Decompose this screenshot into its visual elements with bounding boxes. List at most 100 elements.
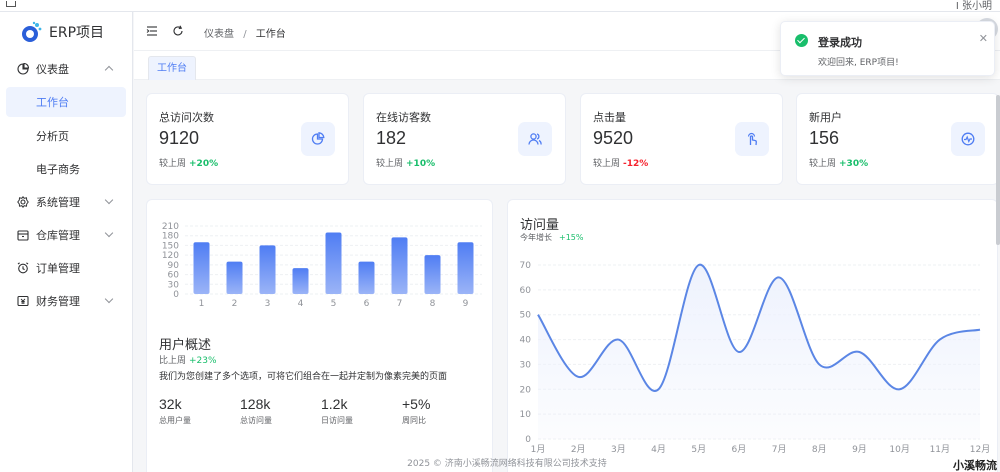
stat-title: 新用户 [809, 111, 842, 124]
sidebar-item-orders[interactable]: 订单管理 [0, 251, 132, 284]
y-tick-label: 150 [162, 241, 179, 251]
compare-label: 较上周 [376, 159, 404, 169]
notification-message: 欢迎回来, ERP项目! [818, 58, 899, 68]
metric-value: 1.2k [321, 396, 348, 412]
notification-title: 登录成功 [818, 36, 862, 49]
x-tick-label: 1 [199, 299, 205, 309]
visits-growth: 今年增长 +15% [520, 232, 583, 243]
stat-card-new-users: 新用户 156 较上周 +30% [796, 93, 999, 185]
stat-card-clicks: 点击量 9520 较上周 -12% [580, 93, 783, 185]
gear-icon [17, 195, 29, 208]
stat-value: 156 [809, 128, 840, 148]
sidebar-subitem-ecommerce[interactable]: 电子商务 [36, 162, 80, 176]
success-check-icon [795, 34, 808, 47]
metric-value: 32k [159, 396, 182, 412]
y-tick-label: 90 [168, 261, 180, 271]
chevron-down-icon [104, 294, 114, 304]
y-tick-label: 30 [520, 360, 532, 370]
x-tick-label: 8 [430, 299, 436, 309]
sidebar-item-label: 仓库管理 [36, 228, 80, 242]
x-tick-label: 3月 [611, 444, 626, 455]
stat-compare: 较上周 -12% [593, 156, 648, 169]
y-tick-label: 10 [520, 410, 532, 420]
x-tick-label: 1月 [531, 444, 546, 455]
chevron-down-icon [104, 228, 114, 238]
activity-icon [951, 122, 985, 156]
compare-label: 较上周 [159, 159, 187, 169]
x-tick-label: 9 [463, 299, 469, 309]
user-name-text[interactable]: Ⅰ 张小明 [955, 1, 992, 12]
app-name: ERP项目 [49, 25, 105, 41]
y-tick-label: 0 [525, 435, 531, 445]
x-tick-label: 6月 [732, 444, 747, 455]
x-tick-label: 5月 [691, 444, 706, 455]
grid-icon[interactable] [6, 1, 16, 7]
sidebar-subitem-workbench[interactable]: 工作台 [6, 87, 126, 117]
refresh-icon[interactable] [172, 25, 184, 37]
chevron-up-icon [104, 65, 114, 75]
close-icon[interactable]: ✕ [978, 32, 988, 45]
sidebar-item-dashboard[interactable]: 仪表盘 [0, 52, 132, 85]
x-tick-label: 5 [331, 299, 337, 309]
overview-compare: 比上周 +23% [159, 353, 217, 366]
tab-workbench[interactable]: 工作台 [148, 56, 196, 80]
y-tick-label: 120 [162, 251, 179, 261]
bar [292, 268, 309, 294]
stat-value: 9120 [159, 128, 200, 148]
metric-label: 总用户量 [159, 416, 191, 425]
scrollbar[interactable] [996, 95, 1000, 245]
change-value: +20% [189, 159, 219, 169]
sidebar-item-label: 订单管理 [36, 261, 80, 275]
login-success-notification: 登录成功 欢迎回来, ERP项目! ✕ [780, 21, 995, 76]
footer-copyright: 2025 © 济南小溪畅流网络科技有限公司技术支持 [407, 459, 607, 469]
app-logo[interactable]: ERP项目 [0, 12, 132, 52]
menu-fold-icon[interactable] [146, 25, 158, 37]
x-tick-label: 4 [298, 299, 304, 309]
breadcrumb-separator: / [243, 29, 247, 40]
stat-value: 182 [376, 128, 407, 148]
watermark: 小溪畅流 [953, 459, 997, 472]
x-tick-label: 2 [232, 299, 238, 309]
overview-description: 我们为您创建了多个选项，可将它们组合在一起并定制为像素完美的页面 [159, 372, 448, 382]
y-tick-label: 210 [162, 222, 179, 232]
sidebar-subitem-analysis[interactable]: 分析页 [36, 129, 69, 143]
y-tick-label: 60 [168, 271, 180, 281]
x-tick-label: 7月 [772, 444, 787, 455]
metric-daily-visits: 1.2k 日访问量 [321, 396, 353, 426]
sidebar-item-system[interactable]: 系统管理 [0, 185, 132, 218]
y-tick-label: 0 [173, 290, 179, 300]
y-tick-label: 60 [520, 286, 532, 296]
x-tick-label: 10月 [889, 444, 909, 455]
x-tick-label: 6 [364, 299, 370, 309]
warehouse-icon [17, 229, 29, 241]
visits-card: 访问量 今年增长 +15% 0 10 20 30 40 50 60 70 1月 2月 3月 4月 5月 6月… [507, 199, 998, 472]
change-value: +10% [406, 159, 436, 169]
bar [391, 237, 408, 294]
stat-compare: 较上周 +30% [809, 156, 868, 169]
bar [193, 242, 210, 294]
sidebar-item-warehouse[interactable]: 仓库管理 [0, 218, 132, 251]
change-value: +15% [559, 233, 584, 242]
compare-label: 较上周 [809, 159, 837, 169]
bar [226, 261, 243, 294]
y-tick-label: 20 [520, 385, 532, 395]
visits-title: 访问量 [520, 218, 560, 233]
y-tick-label: 70 [520, 261, 532, 271]
area-fill [538, 264, 980, 439]
stat-compare: 较上周 +10% [376, 156, 435, 169]
logo-icon [22, 21, 42, 42]
breadcrumb-item-workbench: 工作台 [255, 29, 286, 40]
bar [259, 245, 276, 294]
x-tick-label: 9月 [852, 444, 867, 455]
window-top-strip: Ⅰ 张小明 [0, 0, 1000, 12]
sidebar-item-finance[interactable]: 财务管理 [0, 284, 132, 317]
bar [325, 232, 342, 294]
growth-label: 今年增长 [520, 233, 552, 242]
change-value: +23% [189, 356, 217, 366]
series-line [537, 263, 981, 392]
sidebar-item-label: 财务管理 [36, 294, 80, 308]
breadcrumb-item-dashboard[interactable]: 仪表盘 [204, 29, 234, 40]
stat-value: 9520 [593, 128, 634, 148]
metric-label: 日访问量 [321, 416, 353, 425]
pointer-click-icon [735, 122, 769, 156]
